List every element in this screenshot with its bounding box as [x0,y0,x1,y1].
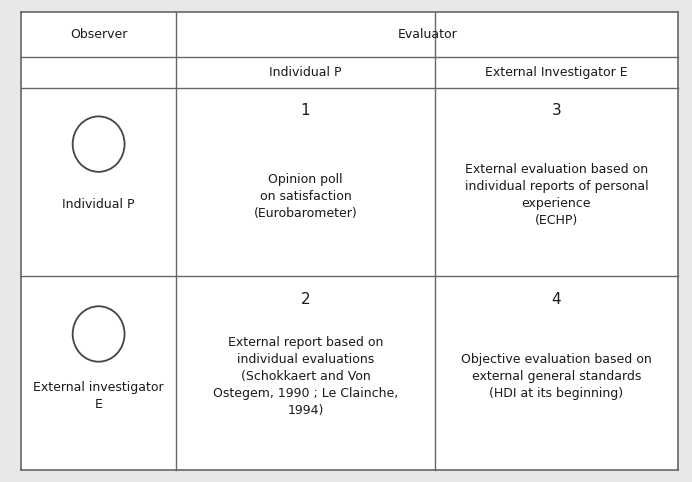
Text: External Investigator E: External Investigator E [485,66,628,79]
Text: External report based on
individual evaluations
(Schokkaert and Von
Ostegem, 199: External report based on individual eval… [213,336,398,417]
Text: External investigator
E: External investigator E [33,381,164,411]
Text: 3: 3 [552,103,561,118]
Text: Observer: Observer [70,28,127,41]
Text: Individual P: Individual P [62,198,135,211]
Text: 1: 1 [301,103,310,118]
Text: External evaluation based on
individual reports of personal
experience
(ECHP): External evaluation based on individual … [464,163,648,227]
Text: 4: 4 [552,292,561,307]
Text: Opinion poll
on satisfaction
(Eurobarometer): Opinion poll on satisfaction (Eurobarome… [254,173,357,220]
Text: Objective evaluation based on
external general standards
(HDI at its beginning): Objective evaluation based on external g… [461,353,652,400]
Text: 2: 2 [301,292,310,307]
Text: Individual P: Individual P [269,66,342,79]
Text: Evaluator: Evaluator [397,28,457,41]
